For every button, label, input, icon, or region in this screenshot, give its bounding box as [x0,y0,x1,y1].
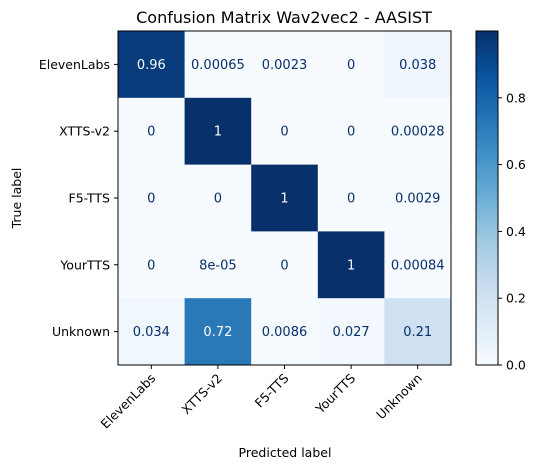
heatmap-cell [384,164,452,232]
heatmap-cell [184,31,252,99]
y-axis-label: True label [9,168,24,230]
cell-value-label: 0.72 [203,325,232,340]
y-tick-label: XTTS-v2 [59,124,110,139]
heatmap-cell [118,164,186,232]
heatmap-cell [118,298,186,366]
cell-value-label: 0.034 [133,325,170,340]
cell-value-label: 0.0023 [262,58,308,73]
heatmap-cell [251,164,319,232]
heatmap-cell [251,31,319,99]
heatmap-cell [317,31,385,99]
cell-value-label: 1 [214,125,222,140]
colorbar-tick-label: 0.8 [506,90,526,105]
cell-value-label: 0.038 [399,58,436,73]
cell-value-label: 0 [347,125,355,140]
x-tick-label: ElevenLabs [97,371,158,432]
heatmap-cell [317,164,385,232]
cell-value-label: 1 [280,192,288,207]
heatmap-cell [317,97,385,166]
cell-value-label: 0.21 [403,325,432,340]
heatmap-cell [184,298,252,366]
cell-value-label: 1 [347,258,355,273]
heatmap-cell [384,298,452,366]
cell-value-label: 0.0029 [395,192,441,207]
heatmap-cell [118,31,186,99]
y-axis-ticks: ElevenLabs XTTS-v2 F5-TTS YourTTS Unknown [39,57,118,339]
heatmap-cells [118,31,452,366]
x-axis-label: Predicted label [239,445,332,460]
heatmap-cell [118,97,186,166]
heatmap-cell [184,231,252,299]
cell-value-label: 0 [280,258,288,273]
cell-value-label: 0 [147,125,155,140]
cell-value-label: 0.00028 [391,125,445,140]
cell-value-label: 0 [147,192,155,207]
heatmap-cell-labels: 0.96 0.00065 0.0023 0 0.038 0 1 0 0 0.00028 0 0 1 0 0.… [133,58,445,340]
heatmap-cell [384,31,452,99]
cell-value-label: 0 [147,258,155,273]
colorbar-tick-label: 0.2 [506,291,526,306]
colorbar [475,30,499,366]
heatmap-cell [184,97,252,166]
cell-value-label: 0.00065 [191,58,245,73]
y-tick-label: Unknown [52,324,110,339]
cell-value-label: 8e-05 [199,258,237,273]
heatmap-cell [118,231,186,299]
colorbar-ticks: 0.0 0.2 0.4 0.6 0.8 [498,90,526,373]
chart-title: Confusion Matrix Wav2vec2 - AASIST [136,8,432,27]
cell-value-label: 0 [347,192,355,207]
cell-value-label: 0 [214,192,222,207]
cell-value-label: 0 [347,58,355,73]
cell-value-label: 0.027 [332,325,369,340]
heatmap-cell [251,97,319,166]
cell-value-label: 0.0086 [262,325,308,340]
x-tick-label: Unknown [373,371,425,423]
heatmap-cell [384,97,452,166]
y-tick-label: ElevenLabs [39,57,110,72]
heatmap-cell [251,231,319,299]
x-tick-label: YourTTS [312,370,358,416]
y-tick-label: F5-TTS [69,191,111,206]
heatmap-cell [317,298,385,366]
cell-value-label: 0.96 [137,58,166,73]
cell-value-label: 0 [280,125,288,140]
y-tick-label: YourTTS [59,257,110,272]
x-tick-label: XTTS-v2 [178,371,225,418]
x-axis-ticks: ElevenLabs XTTS-v2 F5-TTS YourTTS Unknown [97,365,425,432]
heatmap-cell [384,231,452,299]
x-tick-label: F5-TTS [252,370,292,410]
colorbar-tick-label: 0.6 [506,157,526,172]
colorbar-tick-label: 0.0 [506,358,526,373]
heatmap-cell [184,164,252,232]
heatmap-cell [317,231,385,299]
cell-value-label: 0.00084 [391,258,445,273]
colorbar-tick-label: 0.4 [506,224,526,239]
heatmap-cell [251,298,319,366]
